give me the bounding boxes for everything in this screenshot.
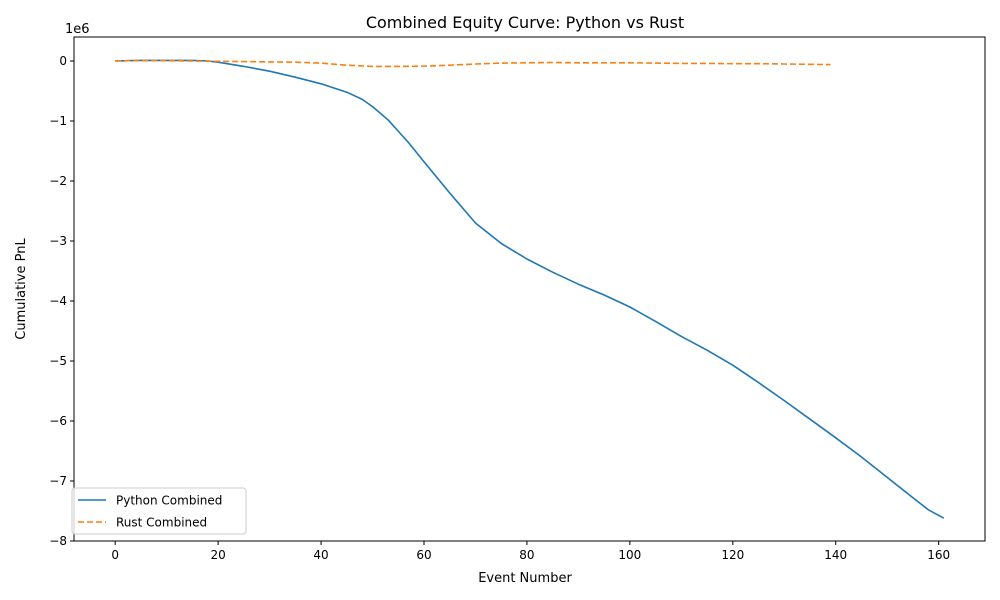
x-tick-label: 20 [210, 548, 225, 562]
plot-frame [73, 36, 986, 542]
y-tick-label: −4 [49, 294, 67, 308]
series-line-1 [115, 59, 945, 519]
x-tick-label: 80 [519, 548, 534, 562]
chart-title: Combined Equity Curve: Python vs Rust [366, 13, 684, 32]
y-tick-label: −3 [49, 234, 67, 248]
y-offset-label: 1e6 [65, 22, 90, 37]
x-axis-label: Event Number [478, 571, 572, 586]
plot-marks [115, 59, 945, 519]
x-tick-label: 60 [416, 548, 431, 562]
legend-label-2: Rust Combined [116, 516, 207, 530]
y-tick-label: −2 [49, 174, 67, 188]
x-tick-label: 120 [721, 548, 744, 562]
x-tick-label: 0 [111, 548, 119, 562]
y-tick-label: −7 [49, 474, 67, 488]
y-tick-label: −6 [49, 414, 67, 428]
y-tick-label: −8 [49, 534, 67, 548]
legend-label-1: Python Combined [116, 494, 222, 508]
x-tick-label: 100 [618, 548, 641, 562]
y-tick-label: 0 [59, 54, 67, 68]
series-line-2 [115, 59, 831, 68]
x-tick-label: 40 [313, 548, 328, 562]
legend: Python Combined Rust Combined [71, 487, 247, 535]
x-tick-label: 160 [927, 548, 950, 562]
x-tick-label: 140 [824, 548, 847, 562]
axes: 0 20 40 60 80 100 120 140 160 0 −1 −2 −3 −4 −5 −6 −7 −8 [49, 36, 986, 562]
y-tick-label: −5 [49, 354, 67, 368]
y-axis-label: Cumulative PnL [14, 238, 29, 340]
y-tick-label: −1 [49, 114, 67, 128]
legend-box [71, 487, 247, 535]
